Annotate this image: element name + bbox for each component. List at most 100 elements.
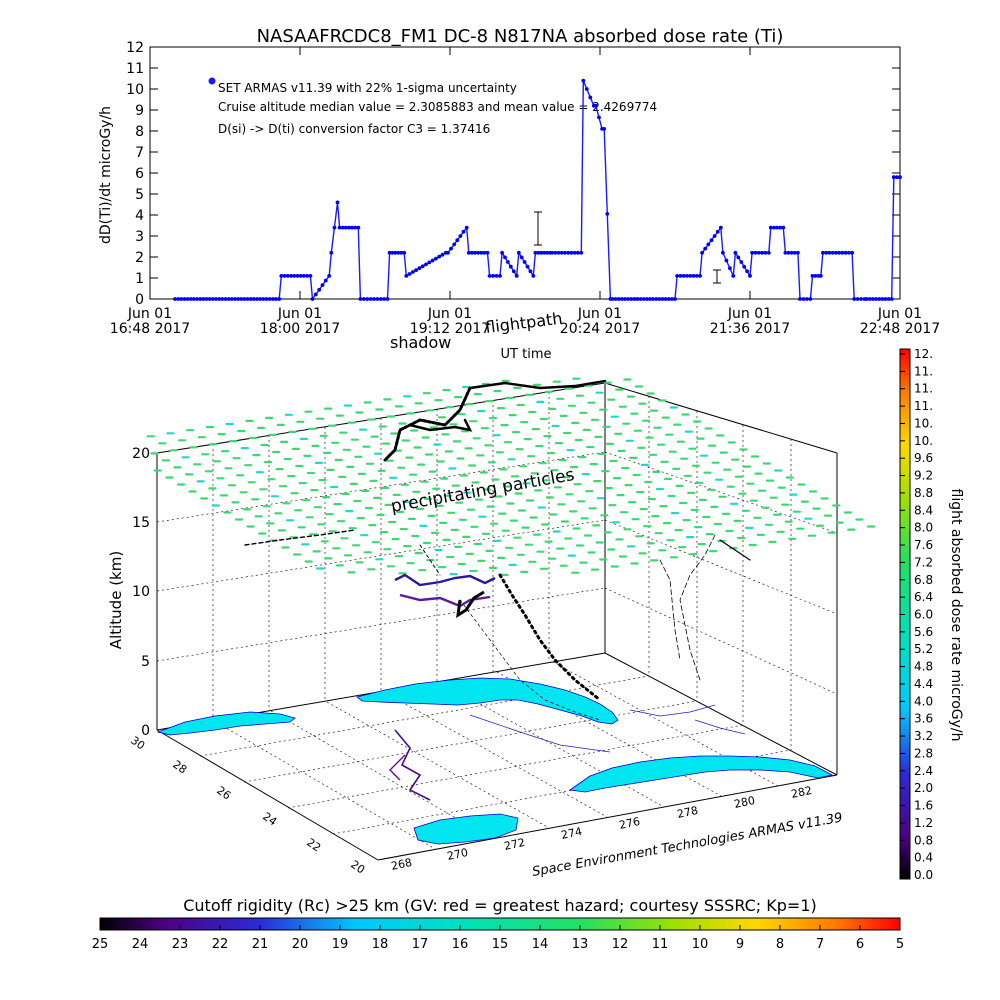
dose-point [766,250,771,255]
dose-point [781,225,786,230]
dose-point [681,274,686,278]
dose-x-tick-time: 16:48 2017 [110,321,190,337]
dose-point [182,297,187,301]
dose-point [610,297,615,301]
dose-point [332,225,337,230]
dose-colorbar-tick-label: 3.2 [914,729,933,743]
dose-colorbar-tick-label: 6.0 [914,608,933,622]
dose-point [461,229,466,234]
dose-point [229,297,234,301]
dose-x-tick-date: Jun 01 [727,306,772,322]
dose-point [742,264,747,269]
dose-point [498,274,502,278]
dose-point [613,297,618,301]
dose-colorbar-tick-label: 1.6 [914,799,933,813]
coastline-detail [469,704,746,753]
dose-point [476,250,480,255]
dose-point [670,297,674,301]
cutoff-colorbar-tick-label: 16 [452,937,469,952]
dose-y-tick-label: 12 [126,40,144,56]
dose-point [525,264,530,269]
dose-point [387,250,392,255]
dose-x-tick-time: 22:48 2017 [860,321,940,337]
dose-point [645,297,649,301]
dose-point [313,292,318,297]
dose-point [750,250,754,255]
dose-y-axis-label: dD(Ti)/dt microGy/h [98,106,114,244]
dose-point [347,225,351,230]
dose-point [258,297,263,301]
dose-point [223,297,228,301]
error-bars [534,211,721,284]
dose-point [261,297,266,301]
dose-point [816,274,820,278]
longitude-tick: 282 [790,784,813,801]
dose-point [801,297,806,301]
dose-y-tick-label: 9 [135,103,144,119]
dose-point [657,297,662,301]
dose-point [824,250,829,255]
dose-point [877,297,882,301]
cutoff-colorbar-tick-label: 19 [332,937,349,952]
altitude-tick: 20 [132,446,150,462]
dose-point [277,297,282,301]
dose-point [239,297,244,301]
dose-point [775,225,779,230]
dose-point [264,297,269,301]
dose-point [470,250,474,255]
dose-y-tick-label: 10 [126,82,144,98]
dose-point [404,274,409,278]
dose-point [593,103,598,108]
dose-point [768,225,773,230]
dose-point [602,126,607,131]
dose-point [361,297,366,301]
dose-point [356,225,361,230]
cutoff-colorbar-tick-label: 9 [736,937,744,952]
dose-point [458,234,463,238]
dose-y-tick-label: 1 [135,271,144,287]
dose-point [620,297,624,301]
dose-point [317,287,322,292]
dose-point [605,212,610,216]
dose-point [375,297,380,301]
dose-point [898,175,902,180]
cutoff-colorbar-tick-label: 8 [776,937,784,952]
dose-point [553,250,558,255]
latitude-tick: 26 [214,784,233,803]
dose-point [536,250,541,255]
dose-point [792,250,797,255]
dose-point [500,250,504,255]
dose-point [700,250,704,255]
dose-point [675,274,679,278]
dose-point [329,250,334,255]
dose-y-tick-label: 2 [135,250,144,266]
longitude-tick: 278 [676,804,699,821]
dose-point [641,297,646,301]
dose-colorbar-tick-label: 6.4 [914,590,933,604]
dose-point [706,242,711,247]
longitude-tick: 274 [560,825,583,842]
land-masses [156,677,834,845]
legend: SET ARMAS v11.39 with 22% 1-sigma uncert… [208,77,657,136]
dose-point [756,250,761,255]
dose-colorbar-tick-label: 4.4 [914,677,933,691]
dose-point [673,297,677,301]
dose-point [449,246,453,251]
altitude-axis-label: Altitude (km) [107,551,125,649]
dose-point [709,238,714,243]
dose-point [350,225,354,230]
dose-colorbar-tick-label: 12. [914,347,933,361]
dose-point [678,274,683,278]
dose-point [850,250,854,255]
dose-point [834,250,838,255]
dose-point [818,274,823,278]
dose-point [778,225,783,230]
dose-point [402,250,407,255]
dose-point [479,250,484,255]
dose-x-tick-time: 18:00 2017 [260,321,340,337]
latitude-tick: 22 [304,836,323,855]
dose-point [245,297,250,301]
dose-x-tick-date: Jun 01 [127,306,172,322]
dose-point [813,274,818,278]
